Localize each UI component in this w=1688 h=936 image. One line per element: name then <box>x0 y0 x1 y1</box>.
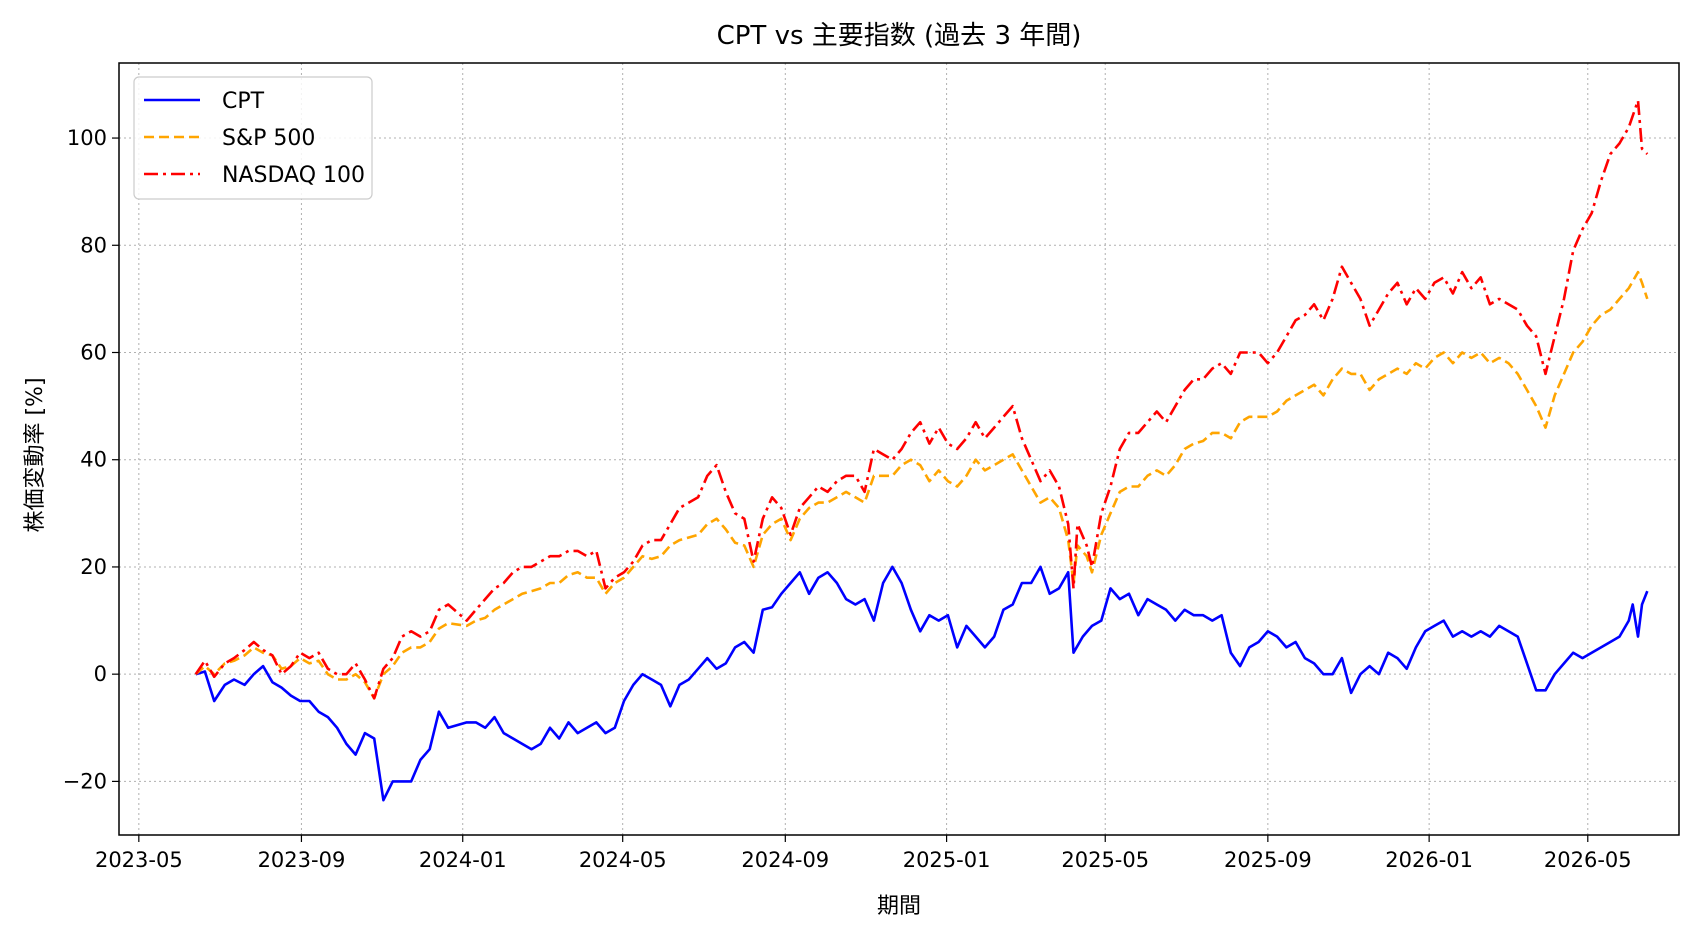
y-axis: −20 0 20 40 60 80 100 <box>63 126 119 793</box>
x-tick-label: 2026-01 <box>1385 848 1473 872</box>
y-tick-label: 100 <box>67 126 107 150</box>
x-tick-label: 2023-05 <box>95 848 183 872</box>
x-axis-label: 期間 <box>877 894 921 919</box>
legend-label-1: S&P 500 <box>222 126 315 151</box>
x-tick-label: 2024-09 <box>741 848 829 872</box>
series-line-0 <box>195 565 1649 802</box>
legend-label-0: CPT <box>222 89 265 114</box>
x-axis: 2023-05 2023-09 2024-01 2024-05 2024-09 2025-… <box>95 835 1632 872</box>
y-tick-label: 0 <box>94 662 107 686</box>
x-tick-label: 2025-05 <box>1061 848 1149 872</box>
y-tick-label: 20 <box>80 555 107 579</box>
x-tick-label: 2025-01 <box>903 848 991 872</box>
legend: CPT S&P 500 NASDAQ 100 <box>133 76 373 200</box>
x-tick-label: 2024-05 <box>579 848 667 872</box>
x-tick-label: 2025-09 <box>1224 848 1312 872</box>
y-tick-label: 80 <box>80 233 107 257</box>
y-tick-label: −20 <box>63 769 107 793</box>
y-axis-label: 株価変動率 [%] <box>23 377 48 532</box>
x-tick-label: 2023-09 <box>258 848 346 872</box>
series-layer <box>194 99 1649 802</box>
y-tick-label: 60 <box>80 341 107 365</box>
series-line-1 <box>194 270 1649 700</box>
plot-frame <box>118 62 1680 836</box>
x-tick-label: 2024-01 <box>419 848 507 872</box>
legend-label-2: NASDAQ 100 <box>222 163 365 188</box>
y-tick-label: 40 <box>80 448 107 472</box>
legend-box <box>133 76 373 200</box>
chart-title: CPT vs 主要指数 (過去 3 年間) <box>717 21 1082 51</box>
x-tick-label: 2026-05 <box>1544 848 1632 872</box>
grid-lines <box>119 63 1679 835</box>
